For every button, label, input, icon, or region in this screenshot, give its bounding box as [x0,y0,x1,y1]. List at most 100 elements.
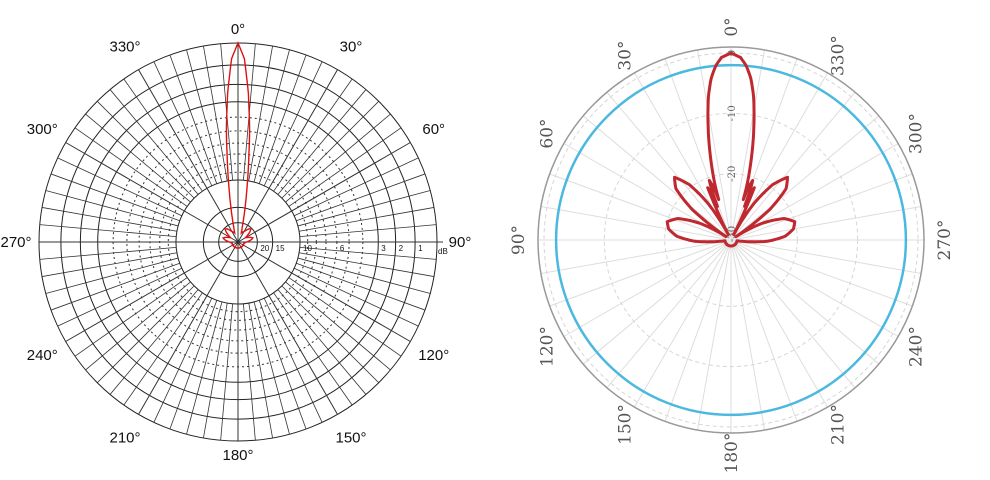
grid-spoke [243,303,256,441]
grid-spoke [563,239,732,337]
grid-spoke [730,239,880,365]
grid-spoke [664,58,732,241]
pattern-line [222,41,254,249]
radial-tick-label: 15 [276,244,285,253]
angle-tick-label: 120° [418,347,449,364]
grid-spoke [582,115,732,241]
angle-tick-label: 330° [109,38,140,55]
grid-spoke [237,241,411,342]
grid-spoke [220,303,233,441]
grid-spoke [730,173,913,241]
grid-spoke [138,241,239,415]
grid-spoke [41,252,177,277]
angle-tick-label: 90° [449,234,472,251]
angle-tick-label: 330° [829,35,849,76]
right-polar-chart: 0-10-20-300°30°60°90°120°150°180°210°240… [509,17,955,473]
angle-tick-label: 300° [27,121,58,138]
grid-spoke [299,207,435,232]
grid-spoke [253,301,290,435]
grid-spoke [186,49,223,183]
grid-spoke [65,241,239,342]
radial-tick-label: 20 [260,244,269,253]
grid-spoke [39,224,177,237]
grid-spoke [299,252,435,277]
grid-spoke [258,54,307,184]
grid-ring [603,112,859,368]
grid-spoke [634,239,732,408]
grid-spoke [74,127,188,207]
angle-tick-label: 270° [935,220,955,261]
angle-tick-label: 180° [722,433,742,474]
grid-spoke [730,239,913,307]
grid-spoke [45,190,179,227]
radial-tick-label: 6 [340,244,345,253]
grid-spoke [169,300,218,430]
grid-spoke [248,45,273,181]
grid-spoke [97,285,195,383]
grid-spoke [540,205,732,241]
grid-spoke [730,239,856,389]
grid-spoke [582,239,732,365]
radial-tick-label: 2 [399,244,404,253]
grid-spoke [540,239,732,275]
grid-spoke [45,257,179,294]
angle-tick-label: 300° [906,113,926,154]
grid-spoke [730,239,899,337]
outer-ring [537,46,925,434]
grid-spoke [606,91,732,241]
grid-spoke [277,89,367,195]
angle-tick-label: 120° [538,326,558,367]
grid-spoke [285,281,391,371]
reference-circle [554,63,908,417]
grid-spoke [253,49,290,183]
grid-spoke [74,277,188,357]
grid-spoke [263,61,323,186]
grid-ring [543,52,919,428]
grid-spoke [248,303,273,439]
grid-spoke [730,239,798,422]
grid-spoke [203,45,228,181]
angle-tick-label: 270° [0,234,31,251]
grid-spoke [273,78,353,192]
radial-tick-label: -10 [727,105,738,121]
grid-spoke [730,58,798,241]
grid-spoke [730,205,922,241]
grid-spoke [664,239,732,422]
grid-spoke [296,262,426,311]
grid-spoke [65,142,239,243]
radial-tick-label: -20 [727,166,738,182]
angle-tick-label: 240° [27,347,58,364]
grid-spoke [549,239,732,307]
angle-tick-label: 150° [335,430,366,447]
grid-spoke [277,289,367,395]
grid-spoke [109,89,199,195]
grid-spoke [153,61,213,186]
grid-spoke [285,113,391,203]
grid-spoke [696,49,732,241]
grid-spoke [169,54,218,184]
grid-spoke [138,69,239,243]
grid-spoke [237,142,411,243]
grid-spoke [730,91,856,241]
grid-spoke [57,157,182,217]
angle-tick-label: 210° [109,430,140,447]
angle-tick-label: 240° [906,326,926,367]
grid-spoke [50,173,180,222]
grid-spoke [97,101,195,199]
grid-spoke [730,49,766,241]
grid-spoke [258,300,307,430]
grid-spoke [273,292,353,406]
grid-spoke [606,239,732,389]
grid-spoke [85,113,191,203]
angle-tick-label: 210° [829,404,849,445]
grid-spoke [109,289,199,395]
grid-spoke [281,101,379,199]
angle-tick-label: 60° [422,121,445,138]
radial-tick-label: 10 [303,244,312,253]
grid-spoke [296,173,426,222]
grid-spoke [39,247,177,260]
radial-tick-label: 3 [381,244,386,253]
grid-spoke [730,239,766,431]
angle-tick-label: 90° [509,225,529,255]
